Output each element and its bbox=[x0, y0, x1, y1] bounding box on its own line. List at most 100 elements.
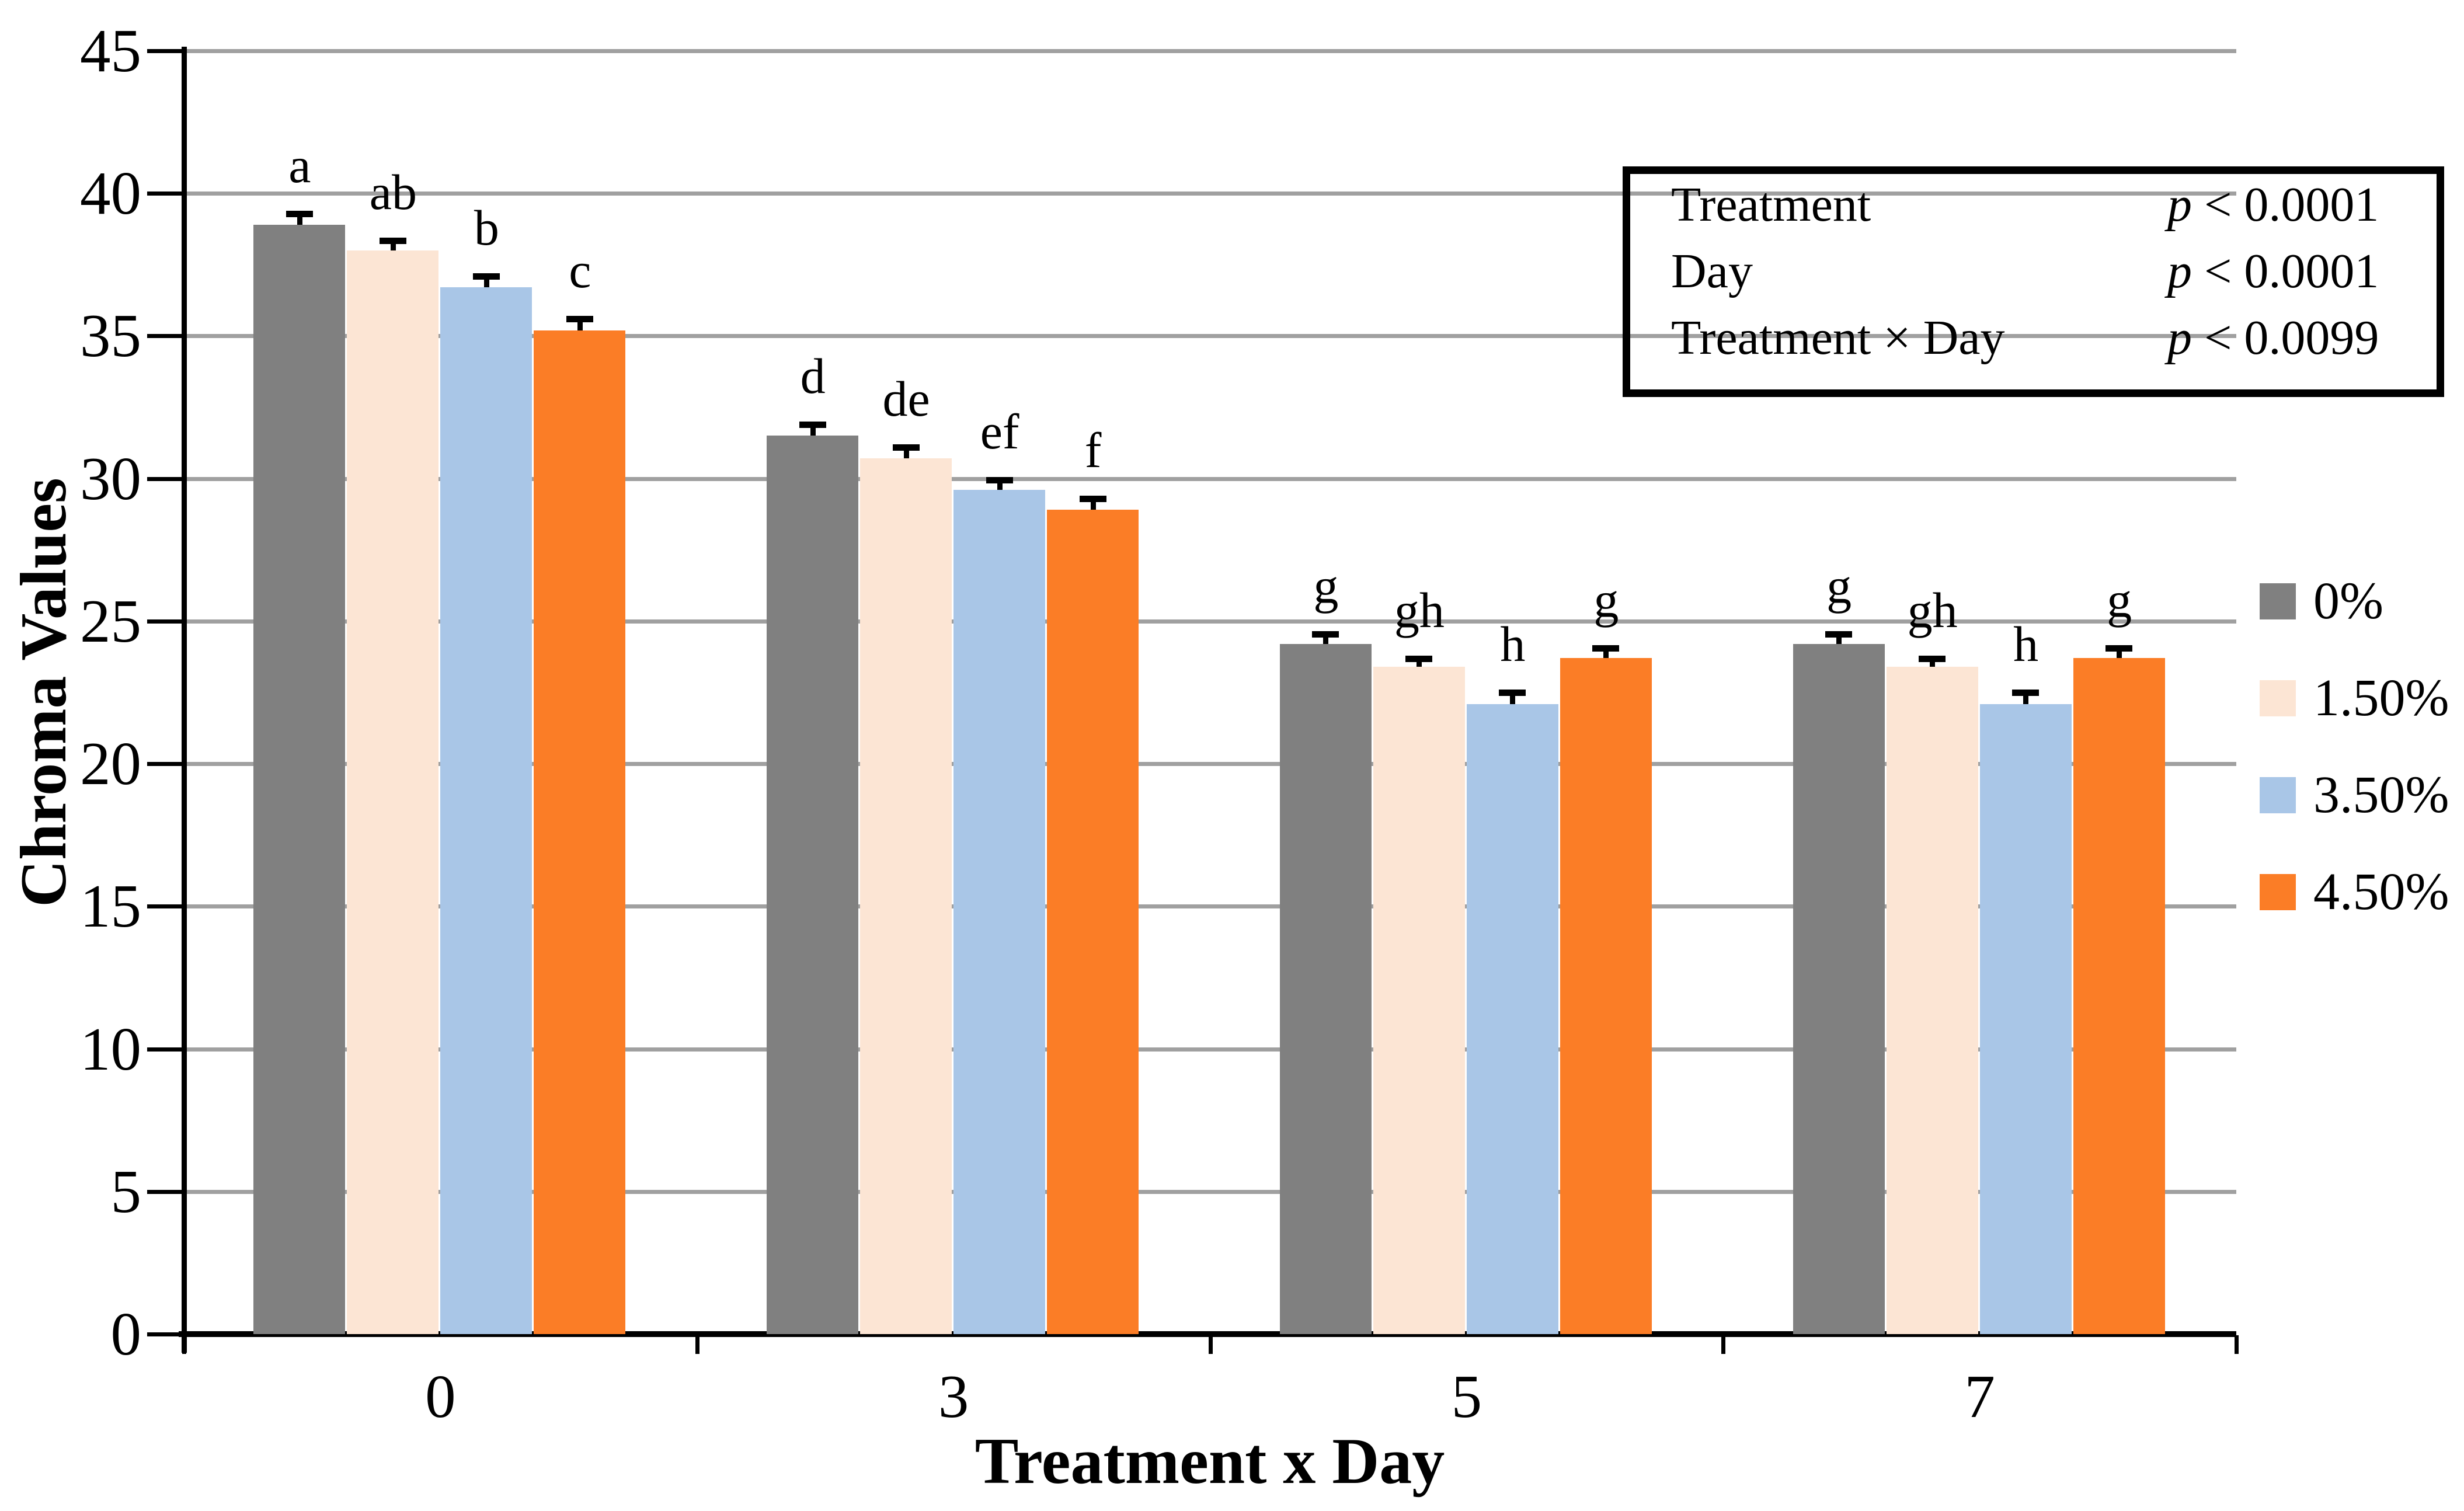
x-tick-label-3: 3 bbox=[938, 1362, 969, 1430]
y-tick-label-20: 20 bbox=[80, 729, 141, 798]
legend-label: 1.50% bbox=[2313, 669, 2449, 727]
x-axis-tick-4 bbox=[2235, 1335, 2239, 1354]
bar-0%-day7 bbox=[1793, 643, 1885, 1334]
stats-row-treatment: Treatment p < 0.0001 bbox=[1630, 176, 2437, 234]
y-tick-45 bbox=[147, 49, 185, 53]
bar-4.50%-day7 bbox=[2073, 658, 2165, 1334]
error-bar-stem-3.50%-day7 bbox=[2023, 690, 2029, 704]
legend-label: 4.50% bbox=[2313, 863, 2449, 921]
stats-row-interaction: Treatment × Day p < 0.0099 bbox=[1630, 309, 2437, 367]
y-tick-label-45: 45 bbox=[80, 16, 141, 85]
error-bar-cap-1.50%-day5 bbox=[1405, 655, 1433, 662]
error-bar-stem-0%-day3 bbox=[810, 421, 816, 436]
y-tick-40 bbox=[147, 192, 185, 196]
stats-label: Day bbox=[1671, 244, 1753, 298]
y-tick-10 bbox=[147, 1047, 185, 1052]
legend-swatch-icon bbox=[2260, 583, 2296, 619]
stats-label: Treatment × Day bbox=[1671, 311, 2005, 365]
legend-swatch-icon bbox=[2260, 777, 2296, 813]
error-bar-cap-0%-day5 bbox=[1312, 631, 1339, 638]
error-bar-cap-0%-day7 bbox=[1825, 631, 1853, 638]
error-bar-cap-0%-day0 bbox=[286, 210, 313, 217]
gridline-y-10 bbox=[184, 1047, 2236, 1052]
significance-letter-0%-day0: a bbox=[288, 137, 311, 193]
gridline-y-35 bbox=[184, 334, 2236, 339]
error-bar-cap-4.50%-day5 bbox=[1592, 645, 1620, 652]
error-bar-cap-4.50%-day7 bbox=[2105, 645, 2133, 652]
y-tick-20 bbox=[147, 762, 185, 767]
bar-4.50%-day0 bbox=[534, 330, 626, 1334]
bar-0%-day5 bbox=[1279, 643, 1372, 1334]
significance-letter-1.50%-day5: gh bbox=[1394, 582, 1445, 638]
x-axis-tick-2 bbox=[1208, 1335, 1213, 1354]
significance-letter-3.50%-day7: h bbox=[2013, 616, 2039, 673]
y-tick-label-40: 40 bbox=[80, 159, 141, 228]
stats-p-value: p < 0.0099 bbox=[2167, 311, 2379, 365]
bar-3.50%-day5 bbox=[1466, 704, 1558, 1334]
y-tick-0 bbox=[147, 1332, 185, 1336]
gridline-y-15 bbox=[184, 904, 2236, 909]
error-bar-cap-4.50%-day0 bbox=[566, 316, 593, 323]
error-bar-cap-3.50%-day3 bbox=[986, 477, 1013, 484]
error-bar-cap-3.50%-day7 bbox=[2012, 690, 2040, 697]
gridline-y-20 bbox=[184, 762, 2236, 767]
gridline-y-40 bbox=[184, 192, 2236, 196]
error-bar-stem-4.50%-day0 bbox=[577, 316, 583, 330]
significance-letter-4.50%-day0: c bbox=[569, 242, 591, 299]
significance-letter-0%-day7: g bbox=[1826, 557, 1852, 614]
error-bar-cap-0%-day3 bbox=[799, 421, 826, 428]
significance-letter-3.50%-day3: ef bbox=[980, 403, 1019, 460]
bar-1.50%-day3 bbox=[860, 458, 952, 1334]
significance-letter-0%-day3: d bbox=[800, 347, 826, 404]
stats-p-value: p < 0.0001 bbox=[2167, 177, 2379, 232]
y-tick-label-10: 10 bbox=[80, 1014, 141, 1083]
gridline-y-25 bbox=[184, 619, 2236, 624]
y-tick-label-5: 5 bbox=[110, 1157, 142, 1225]
significance-letter-3.50%-day5: h bbox=[1500, 616, 1526, 673]
significance-letter-4.50%-day7: g bbox=[2107, 572, 2132, 628]
y-tick-label-30: 30 bbox=[80, 444, 141, 513]
x-axis-line bbox=[179, 1331, 2236, 1337]
bar-3.50%-day7 bbox=[1979, 704, 2072, 1334]
gridline-y-5 bbox=[184, 1189, 2236, 1194]
error-bar-stem-3.50%-day5 bbox=[1510, 690, 1516, 704]
y-tick-30 bbox=[147, 476, 185, 481]
bar-1.50%-day7 bbox=[1886, 667, 1978, 1334]
error-bar-cap-1.50%-day7 bbox=[1919, 655, 1946, 662]
error-bar-cap-3.50%-day5 bbox=[1499, 690, 1526, 697]
y-tick-label-0: 0 bbox=[110, 1300, 142, 1368]
stats-row-day: Day p < 0.0001 bbox=[1630, 242, 2437, 301]
y-tick-25 bbox=[147, 619, 185, 624]
y-tick-label-35: 35 bbox=[80, 301, 141, 370]
bar-3.50%-day0 bbox=[440, 287, 533, 1334]
stats-label: Treatment bbox=[1671, 177, 1871, 232]
significance-letter-0%-day5: g bbox=[1313, 557, 1339, 614]
significance-letter-3.50%-day0: b bbox=[474, 199, 499, 256]
y-tick-label-15: 15 bbox=[80, 872, 141, 941]
error-bar-stem-1.50%-day3 bbox=[903, 444, 909, 459]
significance-letter-4.50%-day5: g bbox=[1593, 572, 1619, 628]
bar-4.50%-day3 bbox=[1047, 510, 1139, 1334]
x-tick-label-0: 0 bbox=[425, 1362, 456, 1430]
legend-label: 0% bbox=[2313, 572, 2383, 630]
legend-swatch-icon bbox=[2260, 874, 2296, 910]
legend-label: 3.50% bbox=[2313, 766, 2449, 824]
error-bar-cap-1.50%-day0 bbox=[379, 237, 406, 244]
y-tick-5 bbox=[147, 1189, 185, 1194]
x-tick-label-5: 5 bbox=[1451, 1362, 1482, 1430]
error-bar-stem-4.50%-day3 bbox=[1090, 495, 1096, 510]
x-axis-title: Treatment x Day bbox=[975, 1425, 1445, 1498]
error-bar-cap-4.50%-day3 bbox=[1079, 495, 1106, 502]
y-tick-35 bbox=[147, 334, 185, 339]
y-tick-15 bbox=[147, 904, 185, 909]
significance-letter-1.50%-day3: de bbox=[882, 371, 930, 427]
gridline-y-30 bbox=[184, 476, 2236, 481]
bar-1.50%-day0 bbox=[347, 250, 439, 1334]
bar-0%-day0 bbox=[253, 224, 346, 1334]
bar-0%-day3 bbox=[767, 436, 859, 1334]
x-axis-tick-1 bbox=[695, 1335, 699, 1354]
bar-4.50%-day5 bbox=[1560, 658, 1652, 1334]
y-tick-label-25: 25 bbox=[80, 586, 141, 655]
y-axis-line bbox=[182, 47, 187, 1353]
